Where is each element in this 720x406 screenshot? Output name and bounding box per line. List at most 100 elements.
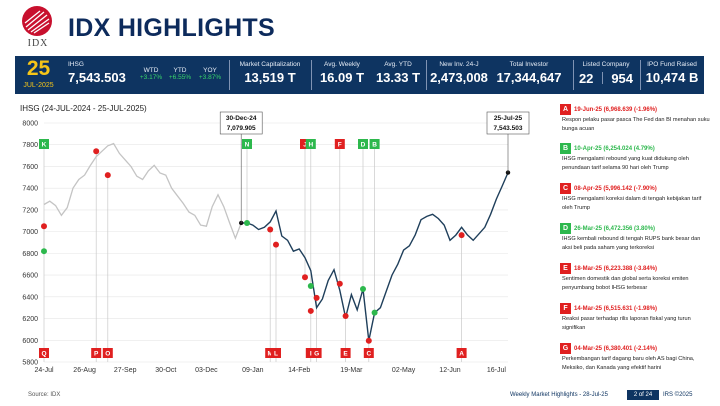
annotation-title: 10-Apr-25 (6,254.024 (4.79%) <box>574 145 655 152</box>
event-code-badge <box>39 348 49 358</box>
event-code-label: F <box>338 142 342 149</box>
event-code-label: J <box>303 142 307 149</box>
y-tick-label: 5800 <box>22 360 38 367</box>
ihsg-series-past-line <box>43 142 242 241</box>
event-code-label: Q <box>41 351 46 358</box>
event-annotation: A 19-Jun-25 (6,968.639 (-1.96%) Respon pel… <box>560 104 710 134</box>
annotation-header: F 14-Mar-25 (6,515.631 (-1.98%) <box>560 303 710 314</box>
date-block: 25 JUL-2025 <box>15 56 62 94</box>
ipo-fund-label: IPO Fund Raised <box>647 61 697 68</box>
idx-logo-icon <box>22 6 52 36</box>
avg-ytd-label: Avg. YTD <box>384 61 412 68</box>
event-point <box>41 248 47 255</box>
annotation-code-badge: C <box>560 183 571 194</box>
avg-ytd-value: 13.33 T <box>375 70 421 85</box>
event-point <box>313 294 320 301</box>
annotation-header: A 19-Jun-25 (6,968.639 (-1.96%) <box>560 104 710 115</box>
event-point <box>360 285 366 292</box>
event-annotation: B 10-Apr-25 (6,254.024 (4.79%) IHSG mengal… <box>560 143 710 173</box>
report-name: Weekly Market Highlights - 28-Jul-25 <box>510 392 608 398</box>
annotation-header: E 18-Mar-25 (6,223.388 (-3.84%) <box>560 263 710 274</box>
listed-company-label: Listed Company <box>582 61 630 68</box>
listed-company-stat: Listed Company 22 954 <box>576 61 636 88</box>
event-code-badge <box>91 348 102 358</box>
end-callout-date: 25-Jul-25 <box>494 115 523 122</box>
x-tick-label: 16-Jul <box>487 367 507 374</box>
mcap-label: Market Capitalization <box>239 61 301 68</box>
end-callout-value: 7,543.503 <box>494 125 523 132</box>
x-tick-label: 09-Jan <box>242 367 264 374</box>
event-code-badge <box>369 139 380 149</box>
y-tick-label: 6800 <box>22 251 38 258</box>
event-code-badge <box>358 139 368 149</box>
y-tick-label: 6400 <box>22 294 38 301</box>
event-annotation: E 18-Mar-25 (6,223.388 (-3.84%) Sentimen d… <box>560 263 710 293</box>
x-tick-label: 14-Feb <box>288 367 310 374</box>
total-investor-stat: Total Investor 17,344,647 <box>492 61 566 85</box>
annotation-description: IHSG mengalami rebound yang kuat didukun… <box>562 156 689 171</box>
annotation-header: D 26-Mar-25 (6,472.356 (3.80%) <box>560 223 710 234</box>
annotation-description: IHSG mengalami koreksi dalam di tengah k… <box>562 196 702 211</box>
wtd-label: WTD <box>143 67 159 74</box>
page-number: 2 of 24 <box>627 390 659 400</box>
chart-title: IHSG (24-JUL-2024 - 25-JUL-2025) <box>20 104 147 113</box>
event-code-label: P <box>94 351 99 358</box>
event-point <box>342 313 349 320</box>
event-point <box>458 232 465 239</box>
x-tick-label: 30-Oct <box>155 367 176 374</box>
annotation-title: 04-Mar-25 (6,380.401 (-2.14%) <box>574 345 658 352</box>
annotation-code-badge: A <box>560 104 571 115</box>
annotation-code-badge: B <box>560 143 571 154</box>
logo-text: IDX <box>27 38 49 49</box>
ihsg-value: 7,543.503 <box>68 70 126 85</box>
event-code-badge <box>242 139 252 149</box>
event-point <box>267 226 274 233</box>
ipo-fund-stat: IPO Fund Raised 10,474 B <box>642 61 702 85</box>
event-annotation: G 04-Mar-25 (6,380.401 (-2.14%) Perkembang… <box>560 343 710 373</box>
annotation-description: IHSG kembali rebound di tengah RUPS bank… <box>562 236 701 251</box>
event-code-label: D <box>361 142 366 149</box>
total-investor-value: 17,344,647 <box>496 70 562 85</box>
annotation-title: 14-Mar-25 (6,515.631 (-1.98%) <box>574 305 658 312</box>
y-tick-label: 7000 <box>22 229 38 236</box>
annotation-description: Reaksi pasar terhadap rilis laporan fisk… <box>562 316 691 331</box>
annotation-code-badge: E <box>560 263 571 274</box>
idx-logo: IDX <box>20 6 54 52</box>
stat-bar <box>15 56 704 94</box>
new-investor-label: New Inv. 24-J <box>439 61 479 68</box>
divider <box>426 60 427 90</box>
avg-weekly-stat: Avg. Weekly 16.09 T <box>314 61 370 85</box>
event-code-badge <box>305 348 316 358</box>
annotation-code-badge: G <box>560 343 571 354</box>
listed-company-new: 22 <box>578 71 594 86</box>
event-code-label: A <box>459 351 464 358</box>
y-tick-label: 6600 <box>22 273 38 280</box>
ihsg-label: IHSG <box>68 61 84 68</box>
event-point <box>336 280 343 287</box>
event-code-label: H <box>308 142 313 149</box>
x-tick-label: 26-Aug <box>73 367 96 374</box>
avg-weekly-value: 16.09 T <box>319 70 365 85</box>
event-code-badge <box>271 348 281 358</box>
end-callout-box <box>486 111 530 135</box>
event-point <box>244 219 250 226</box>
yoy-stat: YOY +3.87% <box>197 67 223 81</box>
start-callout-date: 30-Dec-24 <box>226 115 257 122</box>
y-tick-label: 7600 <box>22 164 38 171</box>
event-point <box>273 241 279 248</box>
avg-weekly-label: Avg. Weekly <box>324 61 360 68</box>
wtd-stat: WTD +3.17% <box>138 67 164 81</box>
event-code-badge <box>39 139 49 149</box>
divider <box>640 60 641 90</box>
wtd-value: +3.17% <box>139 74 163 81</box>
ytd-label: YTD <box>173 67 187 74</box>
date-month: JUL-2025 <box>23 82 54 89</box>
divider <box>573 60 574 90</box>
event-point <box>371 309 378 316</box>
divider <box>311 60 312 90</box>
event-code-label: G <box>314 351 319 358</box>
avg-ytd-stat: Avg. YTD 13.33 T <box>372 61 424 85</box>
new-investor-value: 2,473,008 <box>430 70 488 85</box>
event-code-badge <box>456 348 467 358</box>
page-title: IDX HIGHLIGHTS <box>68 14 275 42</box>
